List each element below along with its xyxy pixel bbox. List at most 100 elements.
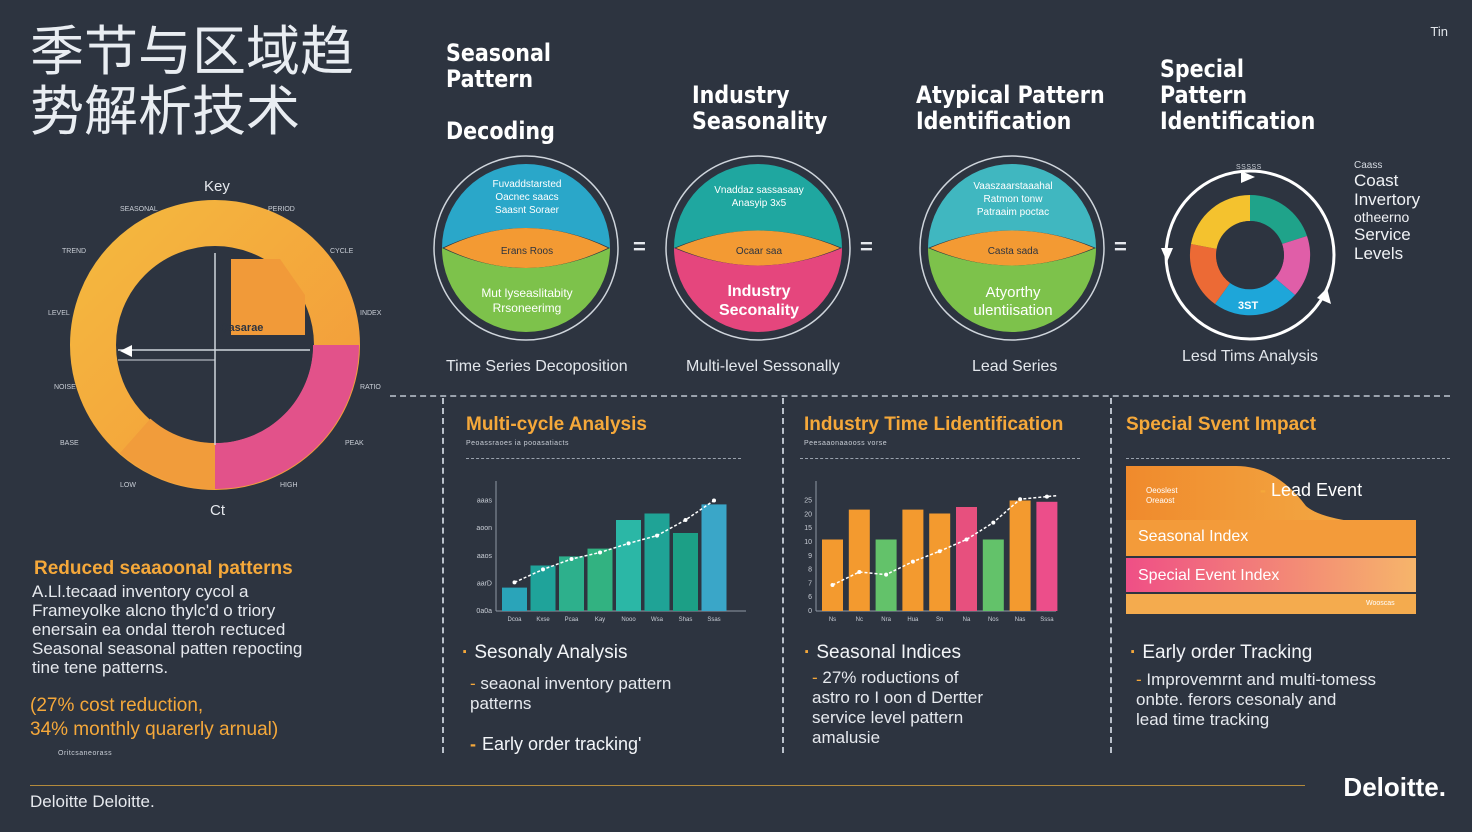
chart-y-tick: aaos [477,553,493,560]
left-small-note: Oritcsaneorass [58,750,113,757]
chart-tick-label: Na [963,617,971,623]
chart-y-tick: 10 [804,539,812,546]
chart-point [569,557,574,561]
panel2-body: - 27% roductions of astro ro I oon d Der… [812,668,984,747]
side-list-item: Levels [1354,244,1404,263]
chart-y-tick: 20 [804,511,812,518]
chart-y-tick: aarD [477,580,492,587]
wheel-segment-label: Qasarae [220,322,264,334]
donut-center-label: 3ST [1238,300,1259,312]
chart-point [964,537,969,542]
chart-y-tick: aaas [477,498,493,505]
panel2-title: Industry Time Lidentification [804,414,1064,435]
panel2-bar-chart: NsNcNraHuaSnNaNosNasSssaNra0678910152025 [804,481,1058,623]
panel1-bullet2-text: Early order tracking' [482,734,642,754]
svg-text:=: = [1114,234,1127,259]
svg-text:INDEX: INDEX [360,310,382,317]
panel1-bullet2: - Early order tracking' [470,734,642,754]
svg-text:BASE: BASE [60,440,79,447]
chart-y-tick: 8 [808,567,812,574]
heading-industry-seasonality: Industry Seasonality [692,81,828,135]
chart-tick-label: Sssa [1040,617,1054,623]
left-stats: (27% cost reduction, 34% monthly quarerl… [30,695,279,740]
chart-bar [502,587,527,611]
panel2-bullet1: · Seasonal Indices [804,642,962,663]
circle1-mid-text: Erans Roos [500,246,554,257]
chart-tick-label: Wsa [651,617,664,623]
chart-point [655,533,659,538]
svg-text:NOISE: NOISE [54,384,76,391]
panel1-title: Multi-cycle Analysis [466,414,647,435]
panel1-bullet1-text: Sesonaly Analysis [474,642,628,663]
caption-lead-series: Lead Series [972,358,1058,375]
svg-text:PEAK: PEAK [345,440,364,447]
heading-seasonal-decoding: Seasonal Pattern Decoding [446,39,555,145]
chart-y-tick: 15 [804,525,812,532]
chart-bar [587,548,613,611]
wheel-key-label: Key [204,178,230,195]
chart-bar [616,520,641,611]
chart-line [832,494,1058,586]
chart-y-tick: 0a0a [476,608,492,615]
chart-tick-label: Shas [679,617,693,623]
circle-seasonal [433,155,619,341]
panel3-body-text: Improvemrnt and multi-tomess onbte. fero… [1136,670,1376,729]
panel1-body: - seaonal inventory pattern patterns [470,674,672,713]
area-special-index: Special Event Index [1138,567,1280,584]
brand-logo: Deloitte. [1343,772,1446,802]
side-list: Caass Coast Invertory otheerno Service L… [1354,160,1420,263]
corner-label: Tin [1430,24,1448,39]
chart-y-tick: 25 [804,498,812,505]
chart-point [683,518,688,522]
chart-bar [673,533,698,611]
area-lead-event: - Lead Event [1260,480,1363,500]
chart-point [910,559,915,564]
side-list-item: Invertory [1354,190,1421,209]
circle2-mid-text: Ocaar saa [735,246,783,257]
left-body: A.Ll.tecaad inventory cycol a Frameyolke… [32,582,303,677]
circle2-bottom-text: Industry Seconality [718,283,800,319]
chart-point [626,541,631,546]
circle3-top-text: Vaaszaarstaaahal Ratmon tonw Patraaim po… [973,181,1053,218]
chart-point [512,580,517,585]
heading-special-pattern: Special Pattern Identification [1160,55,1316,135]
panel3-body: - Improvemrnt and multi-tomess onbte. fe… [1136,670,1376,729]
svg-text:PERIOD: PERIOD [268,206,295,213]
chart-bar [956,507,977,611]
panel3-title: Special Svent Impact [1126,414,1317,435]
panel1-bullet1: · Sesonaly Analysis [462,642,628,663]
footer-rule [30,785,1305,786]
caption-time-series: Time Series Decoposition [446,358,628,375]
side-list-item: Coast [1354,171,1399,190]
panel1-subtitle: Peoassraoes ia pooasatiacts [466,440,569,447]
chart-tick-label: Nc [856,617,863,623]
chart-y-tick: 7 [808,580,812,587]
cycle-donut [1161,169,1336,341]
caption-multi-level: Multi-level Sessonally [686,358,840,375]
circle-atypical [919,155,1105,341]
chart-point [884,572,889,577]
left-heading: Reduced seaaoonal patterns [34,558,293,579]
separator-vertical-3 [1110,398,1112,753]
panel3-area-chart [1126,466,1416,614]
chart-line [514,499,715,584]
chart-y-tick: 0 [808,608,812,615]
chart-point [541,567,545,572]
chart-tick-label: Nos [988,617,999,623]
panel2-rule [800,458,1080,459]
svg-text:RATIO: RATIO [360,384,381,391]
chart-tick-label: Sn [936,617,943,623]
panel3-rule [1126,458,1450,459]
chart-bar [982,539,1004,611]
chart-bar [1036,501,1058,611]
chart-point [830,583,835,587]
panel2-body-text: 27% roductions of astro ro I oon d Dertt… [812,668,984,747]
svg-text:TREND: TREND [62,248,86,255]
chart-tick-label: Kxse [536,617,550,623]
chart-point [937,549,942,554]
chart-tick-label: Ssas [707,617,720,623]
side-list-item: Service [1354,225,1411,244]
panel3-bullet1-text: Early order Tracking [1142,642,1313,663]
area-corner-label: Oeoslest Oreaost [1146,486,1178,505]
page-title: 季节与区域趋势解析技术 [30,20,354,143]
